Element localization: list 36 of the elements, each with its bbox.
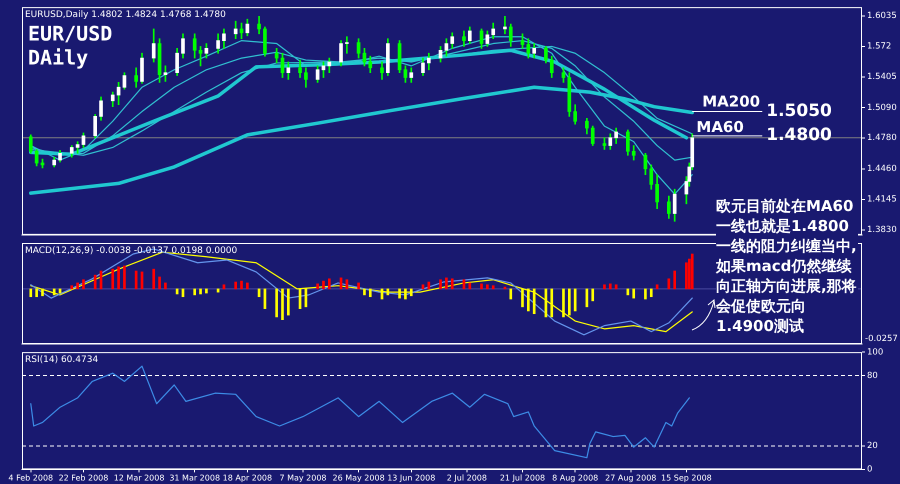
x-tick-label: 21 Jul 2008 [500, 473, 546, 482]
series-label: MA200 [702, 92, 760, 110]
x-tick-label: 7 May 2008 [279, 473, 327, 482]
y-tick-label: 80 [867, 370, 878, 381]
x-tick-label: 12 Mar 2008 [114, 473, 164, 482]
text: EUR/USD [28, 21, 112, 46]
y-tick-label: 1.4460 [867, 164, 897, 174]
y-tick-label: 1.572 [867, 42, 892, 52]
x-tick-label: 26 May 2008 [332, 473, 385, 482]
y-tick-label: 1.5405 [867, 72, 897, 82]
y-tick-label: 1.6035 [867, 11, 897, 22]
x-tick-label: 4 Feb 2008 [8, 473, 54, 482]
annotation: RSI(14) 60.4734 [25, 354, 98, 365]
ref-line-label: 1.4800 [766, 125, 832, 146]
text: -0.0257 [865, 334, 898, 344]
y-tick-label: 20 [867, 441, 878, 452]
annotation: EURUSD,Daily 1.4802 1.4824 1.4768 1.4780 [25, 10, 226, 20]
annotation: MACD(12,26,9) -0.0038 -0.0137 0.0198 0.0000 [25, 246, 238, 256]
y-tick-label: 0 [867, 464, 872, 475]
x-tick-label: 22 Feb 2008 [58, 473, 108, 482]
text: DAily [28, 45, 88, 70]
series-label: MA60 [696, 118, 744, 136]
x-tick-label: 31 Mar 2008 [169, 473, 220, 482]
x-tick-label: 13 Jun 2008 [387, 473, 436, 482]
x-tick-label: 15 Sep 2008 [661, 473, 712, 482]
x-tick-label: 8 Aug 2008 [552, 473, 598, 482]
x-tick-label: 2 Jul 2008 [446, 473, 487, 482]
ref-line-label: 1.5050 [766, 100, 832, 121]
y-tick-label: 1.4145 [867, 194, 897, 205]
y-tick-label: 1.5090 [867, 102, 897, 113]
x-tick-label: 27 Aug 2008 [605, 473, 656, 482]
y-tick-label: 1.3830 [867, 225, 897, 236]
y-tick-label: 100 [867, 347, 884, 358]
annotation: 欧元目前处在MA60一线也就是1.4800一线的阻力纠缠当中,如果macd仍然继续向正轴方向进展,那将会促使欧元向1.4900测试 [716, 196, 858, 336]
y-tick-label: 1.4780 [867, 132, 897, 143]
x-tick-label: 18 Apr 2008 [222, 473, 272, 482]
